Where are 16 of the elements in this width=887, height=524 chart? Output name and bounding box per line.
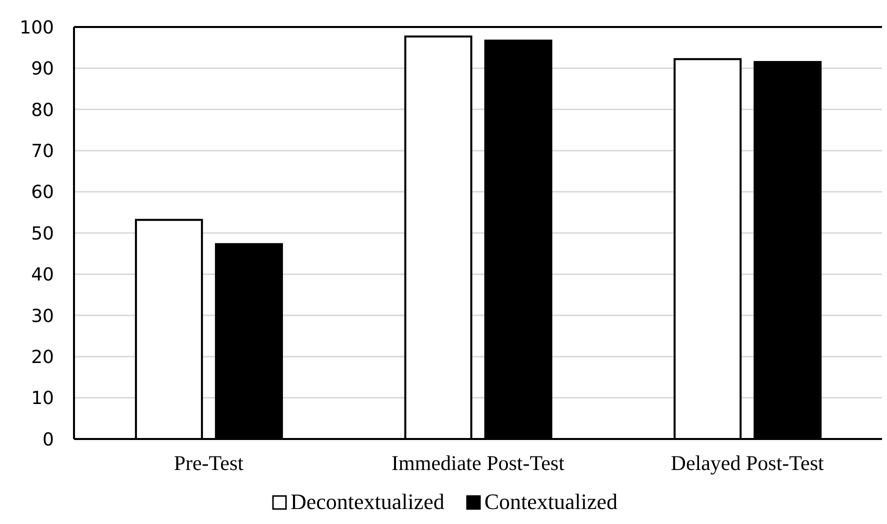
legend-label: Contextualized: [484, 489, 618, 515]
y-tick-label: 0: [42, 429, 54, 450]
y-tick-label: 80: [31, 100, 54, 121]
x-tick-label: Delayed Post-Test: [670, 450, 824, 475]
y-tick-label: 60: [31, 182, 54, 204]
y-tick-label: 30: [31, 306, 54, 327]
x-tick-label: Immediate Post-Test: [392, 450, 565, 475]
y-tick-label: 90: [31, 58, 54, 80]
y-tick-label: 40: [31, 264, 54, 286]
y-tick-label: 100: [20, 17, 54, 38]
y-tick-label: 10: [31, 388, 54, 410]
legend-label: Decontextualized: [290, 489, 444, 515]
y-tick-label: 50: [31, 223, 54, 244]
y-tick-label: 20: [31, 346, 54, 368]
x-tick-label: Pre-Test: [174, 450, 244, 475]
y-tick-label: 70: [31, 140, 54, 162]
